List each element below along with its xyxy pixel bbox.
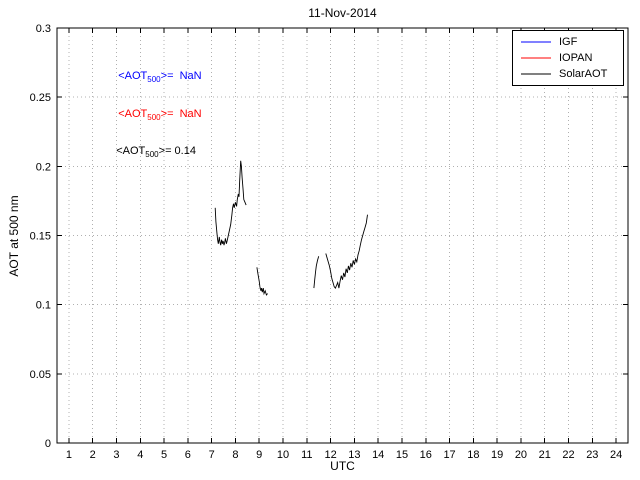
y-tick-label: 0.25 [30, 92, 51, 104]
legend-label-iopan: IOPAN [559, 52, 593, 64]
annotation-iopan-mean: <AOT500>= NaN [106, 96, 202, 134]
annotation-prefix: <AOT [116, 145, 146, 157]
x-tick-label: 14 [372, 449, 384, 461]
y-tick-label: 0 [45, 438, 51, 450]
y-tick-label: 0.3 [36, 23, 51, 35]
iopan-line-sample [521, 57, 551, 59]
chart-title: 11-Nov-2014 [308, 6, 377, 20]
annotation-value: >= NaN [160, 70, 202, 82]
annotation-prefix: <AOT [118, 108, 148, 120]
x-tick-label: 16 [420, 449, 432, 461]
series-line-solaraot [256, 267, 268, 296]
annotation-value: >= NaN [160, 108, 202, 120]
x-tick-label: 1 [66, 449, 72, 461]
x-tick-label: 18 [467, 449, 479, 461]
legend-item-iopan[interactable]: IOPAN [519, 50, 617, 66]
legend-item-solaraot[interactable]: SolarAOT [519, 66, 617, 82]
x-tick-label: 21 [539, 449, 551, 461]
plot-border [56, 27, 629, 444]
x-tick-label: 8 [232, 449, 238, 461]
tick-labels: 1 2 3 4 5 6 7 8 9 10 11 12 13 14 15 16 17 18 19 20 21 22 23 240… [30, 23, 623, 461]
series-line-solaraot [214, 160, 247, 246]
y-tick-label: 0.1 [36, 300, 51, 312]
series-lines [214, 160, 368, 296]
series-line-solaraot [325, 214, 368, 289]
x-tick-label: 6 [185, 449, 191, 461]
annotation-subscript: 500 [147, 75, 161, 85]
x-tick-label: 22 [562, 449, 574, 461]
y-tick-label: 0.15 [30, 231, 51, 243]
legend[interactable]: IGF IOPAN SolarAOT [512, 30, 624, 86]
x-tick-label: 20 [515, 449, 527, 461]
x-tick-label: 15 [396, 449, 408, 461]
x-tick-label: 5 [161, 449, 167, 461]
annotation-value: >= 0.14 [158, 145, 196, 157]
x-tick-label: 3 [113, 449, 119, 461]
x-tick-label: 9 [256, 449, 262, 461]
annotation-subscript: 500 [145, 150, 159, 160]
annotation-solaraot-mean: <AOT500>= 0.14 [104, 133, 196, 171]
plot-background [57, 28, 628, 443]
annotation-subscript: 500 [147, 113, 161, 123]
x-tick-label: 7 [209, 449, 215, 461]
x-tick-label: 19 [491, 449, 503, 461]
legend-label-solaraot: SolarAOT [559, 68, 608, 80]
x-tick-label: 12 [324, 449, 336, 461]
solaraot-line-sample [521, 73, 551, 75]
legend-item-igf[interactable]: IGF [519, 34, 617, 50]
series-line-solaraot [313, 256, 320, 289]
y-tick-label: 0.2 [36, 161, 51, 173]
x-tick-label: 11 [301, 449, 312, 461]
x-tick-label: 2 [90, 449, 96, 461]
annotation-igf-mean: <AOT500>= NaN [106, 58, 202, 96]
x-tick-label: 10 [277, 449, 289, 461]
y-tick-label: 0.05 [30, 369, 51, 381]
annotation-prefix: <AOT [118, 70, 148, 82]
x-axis-label: UTC [330, 459, 355, 473]
x-tick-label: 13 [348, 449, 360, 461]
x-tick-label: 17 [443, 449, 455, 461]
x-tick-label: 4 [137, 449, 143, 461]
x-tick-label: 24 [610, 449, 622, 461]
x-tick-label: 23 [586, 449, 598, 461]
y-axis-label: AOT at 500 nm [7, 195, 21, 277]
legend-label-igf: IGF [559, 36, 578, 48]
igf-line-sample [521, 41, 551, 43]
